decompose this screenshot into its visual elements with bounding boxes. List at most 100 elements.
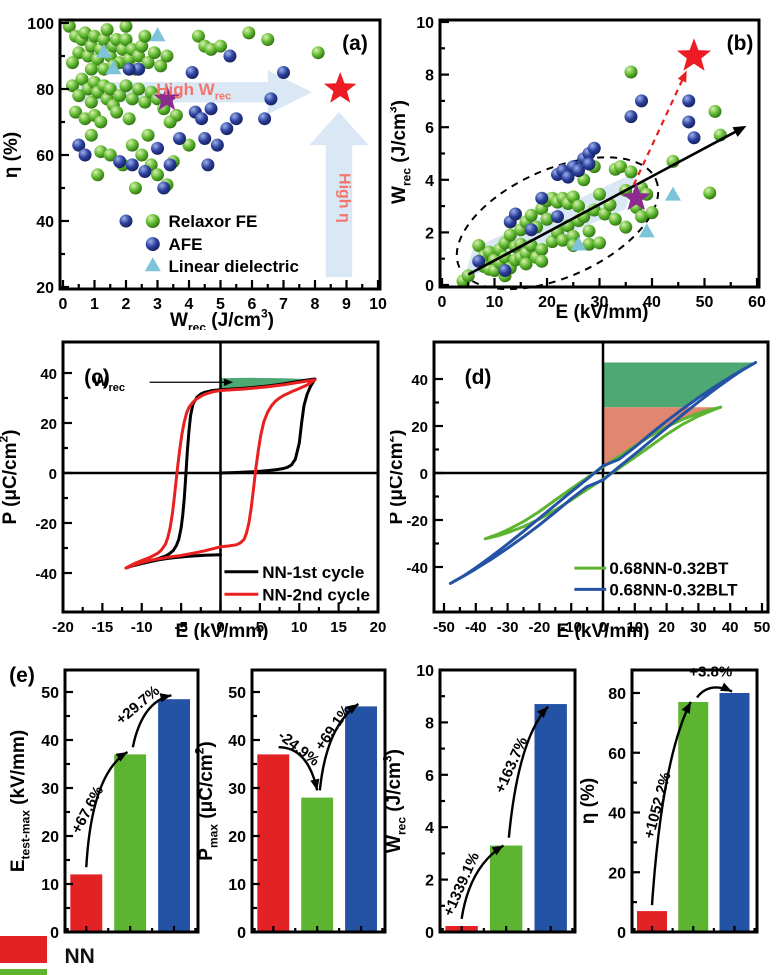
bar-0.68NN-0.32BLT: [345, 706, 378, 932]
svg-text:-10: -10: [131, 619, 153, 636]
svg-text:(b): (b): [727, 32, 754, 55]
afe-point: [229, 112, 243, 126]
svg-text:15: 15: [330, 619, 347, 636]
svg-text:Linear dielectric: Linear dielectric: [169, 257, 299, 276]
svg-text:6: 6: [425, 120, 434, 137]
relaxor-fe-point: [593, 187, 606, 201]
relaxor-fe-point: [572, 199, 585, 213]
svg-text:10: 10: [228, 877, 246, 894]
panel-a-svg: High Wrec High η Relaxor FE AFE Linear diele…: [1, 16, 387, 334]
svg-text:0: 0: [216, 619, 224, 636]
afe-point: [561, 170, 575, 184]
svg-text:+29.7%: +29.7%: [113, 682, 163, 728]
relaxor-fe-point: [65, 56, 79, 70]
svg-text:High η: High η: [336, 173, 353, 223]
nn-swatch: [0, 936, 47, 963]
svg-text:0: 0: [438, 294, 447, 311]
svg-text:1: 1: [90, 296, 99, 313]
afe-points: [472, 94, 701, 278]
svg-text:80: 80: [36, 82, 54, 99]
arrowhead: [115, 752, 128, 762]
relaxor-fe-point: [91, 168, 105, 182]
afe-point: [198, 132, 212, 145]
svg-text:(a): (a): [342, 32, 368, 55]
relaxor-fe-point: [556, 233, 570, 247]
svg-text:NN-2nd cycle: NN-2nd cycle: [262, 585, 370, 604]
relaxor-fe-point: [94, 115, 108, 129]
bars-e2: [257, 706, 378, 932]
afe-point: [173, 132, 187, 145]
afe-point: [122, 62, 136, 76]
panel-b-svg: 0 10 20 30 40 50 60 0 2 4 6 8 10 E (kV/mm) Wrec (J/cm3…: [385, 15, 766, 323]
svg-text:+3.8%: +3.8%: [689, 664, 732, 681]
panel-legend: NN-1st cycle NN-2nd cycle: [224, 563, 370, 604]
arrowhead: [310, 778, 320, 791]
svg-text:3: 3: [153, 296, 162, 313]
high-eta-arrow: [309, 112, 369, 278]
svg-text:60: 60: [608, 746, 626, 763]
relaxor-fe-point: [119, 19, 133, 33]
panel-a-scatter: High Wrec High η Relaxor FE AFE Linear diele…: [0, 0, 390, 335]
relaxor-fe-point: [132, 49, 146, 63]
svg-text:10: 10: [291, 619, 308, 636]
afe-point: [687, 131, 701, 145]
svg-text:-15: -15: [92, 619, 114, 636]
relaxor-fe-point: [128, 181, 142, 195]
svg-text:0.68NN-0.32BLT: 0.68NN-0.32BLT: [609, 580, 738, 599]
svg-text:8: 8: [311, 296, 320, 313]
arrowhead: [159, 693, 172, 703]
svg-text:7: 7: [279, 296, 288, 313]
relaxor-fe-point: [311, 46, 325, 60]
relaxor-fe-point: [703, 186, 717, 200]
afe-point: [624, 110, 638, 124]
arrowhead: [732, 125, 747, 137]
relaxor-fe-point: [582, 224, 596, 238]
svg-text:10: 10: [41, 877, 59, 894]
svg-text:20: 20: [658, 619, 675, 636]
svg-text:High Wrec: High Wrec: [156, 80, 231, 103]
svg-text:4: 4: [425, 820, 434, 837]
svg-text:10: 10: [626, 619, 643, 636]
svg-text:2: 2: [122, 296, 131, 313]
axis-ticks: -50 -40 -30 -20 -10 0 10 20 30 40 50 -40 -20 0 20 40: [406, 372, 770, 636]
svg-text:-40: -40: [406, 560, 428, 577]
panel-d-hysteresis: 0.68NN-0.32BT 0.68NN-0.32BLT -50 -40 -30 -20-…: [382, 330, 779, 645]
relaxor-fe-point: [141, 56, 155, 70]
svg-text:4: 4: [185, 296, 194, 313]
relaxor-fe-point: [75, 72, 89, 86]
arrowhead: [537, 706, 548, 718]
relaxor-fe-point: [242, 26, 256, 40]
panel-c-svg: Wrec NN-1st cycle NN-2nd cycle -20 -15 -10 -5 0…: [0, 340, 387, 642]
bar-0.68NN-0.32BT: [114, 754, 147, 932]
relaxor-fe-point: [191, 29, 205, 43]
bar-0.68NN-0.32BT: [678, 701, 709, 932]
svg-text:20: 20: [370, 619, 387, 636]
relaxor-fe-point: [110, 33, 124, 46]
energy-shade: [603, 407, 721, 467]
svg-text:P (μC/cm2): P (μC/cm2): [0, 429, 21, 524]
svg-text:0: 0: [49, 466, 57, 483]
plot-frame: [432, 340, 770, 614]
afe-point: [509, 207, 522, 221]
afe-point: [138, 165, 152, 178]
svg-text:0: 0: [599, 619, 607, 636]
svg-text:E (kV/mm): E (kV/mm): [176, 621, 269, 640]
svg-text:50: 50: [41, 685, 59, 702]
afe-point: [498, 264, 512, 278]
svg-text:(d): (d): [465, 366, 492, 389]
axis-ticks: 0 10 20 30 40 50: [228, 685, 384, 942]
arrowhead: [491, 845, 504, 856]
bar-0.68NN-0.32BLT: [534, 704, 567, 932]
svg-text:0: 0: [425, 925, 434, 940]
relaxor-fe-point: [110, 105, 124, 119]
svg-text:40: 40: [411, 372, 428, 389]
afe-point: [210, 138, 224, 152]
svg-text:-20: -20: [529, 619, 551, 636]
relaxor-fe-point: [103, 82, 117, 96]
bar-NN: [257, 754, 290, 932]
relaxor-fe-point: [163, 115, 177, 129]
high-wrec-arrow: [78, 70, 312, 115]
svg-text:5: 5: [216, 296, 225, 313]
svg-text:0: 0: [50, 925, 59, 940]
